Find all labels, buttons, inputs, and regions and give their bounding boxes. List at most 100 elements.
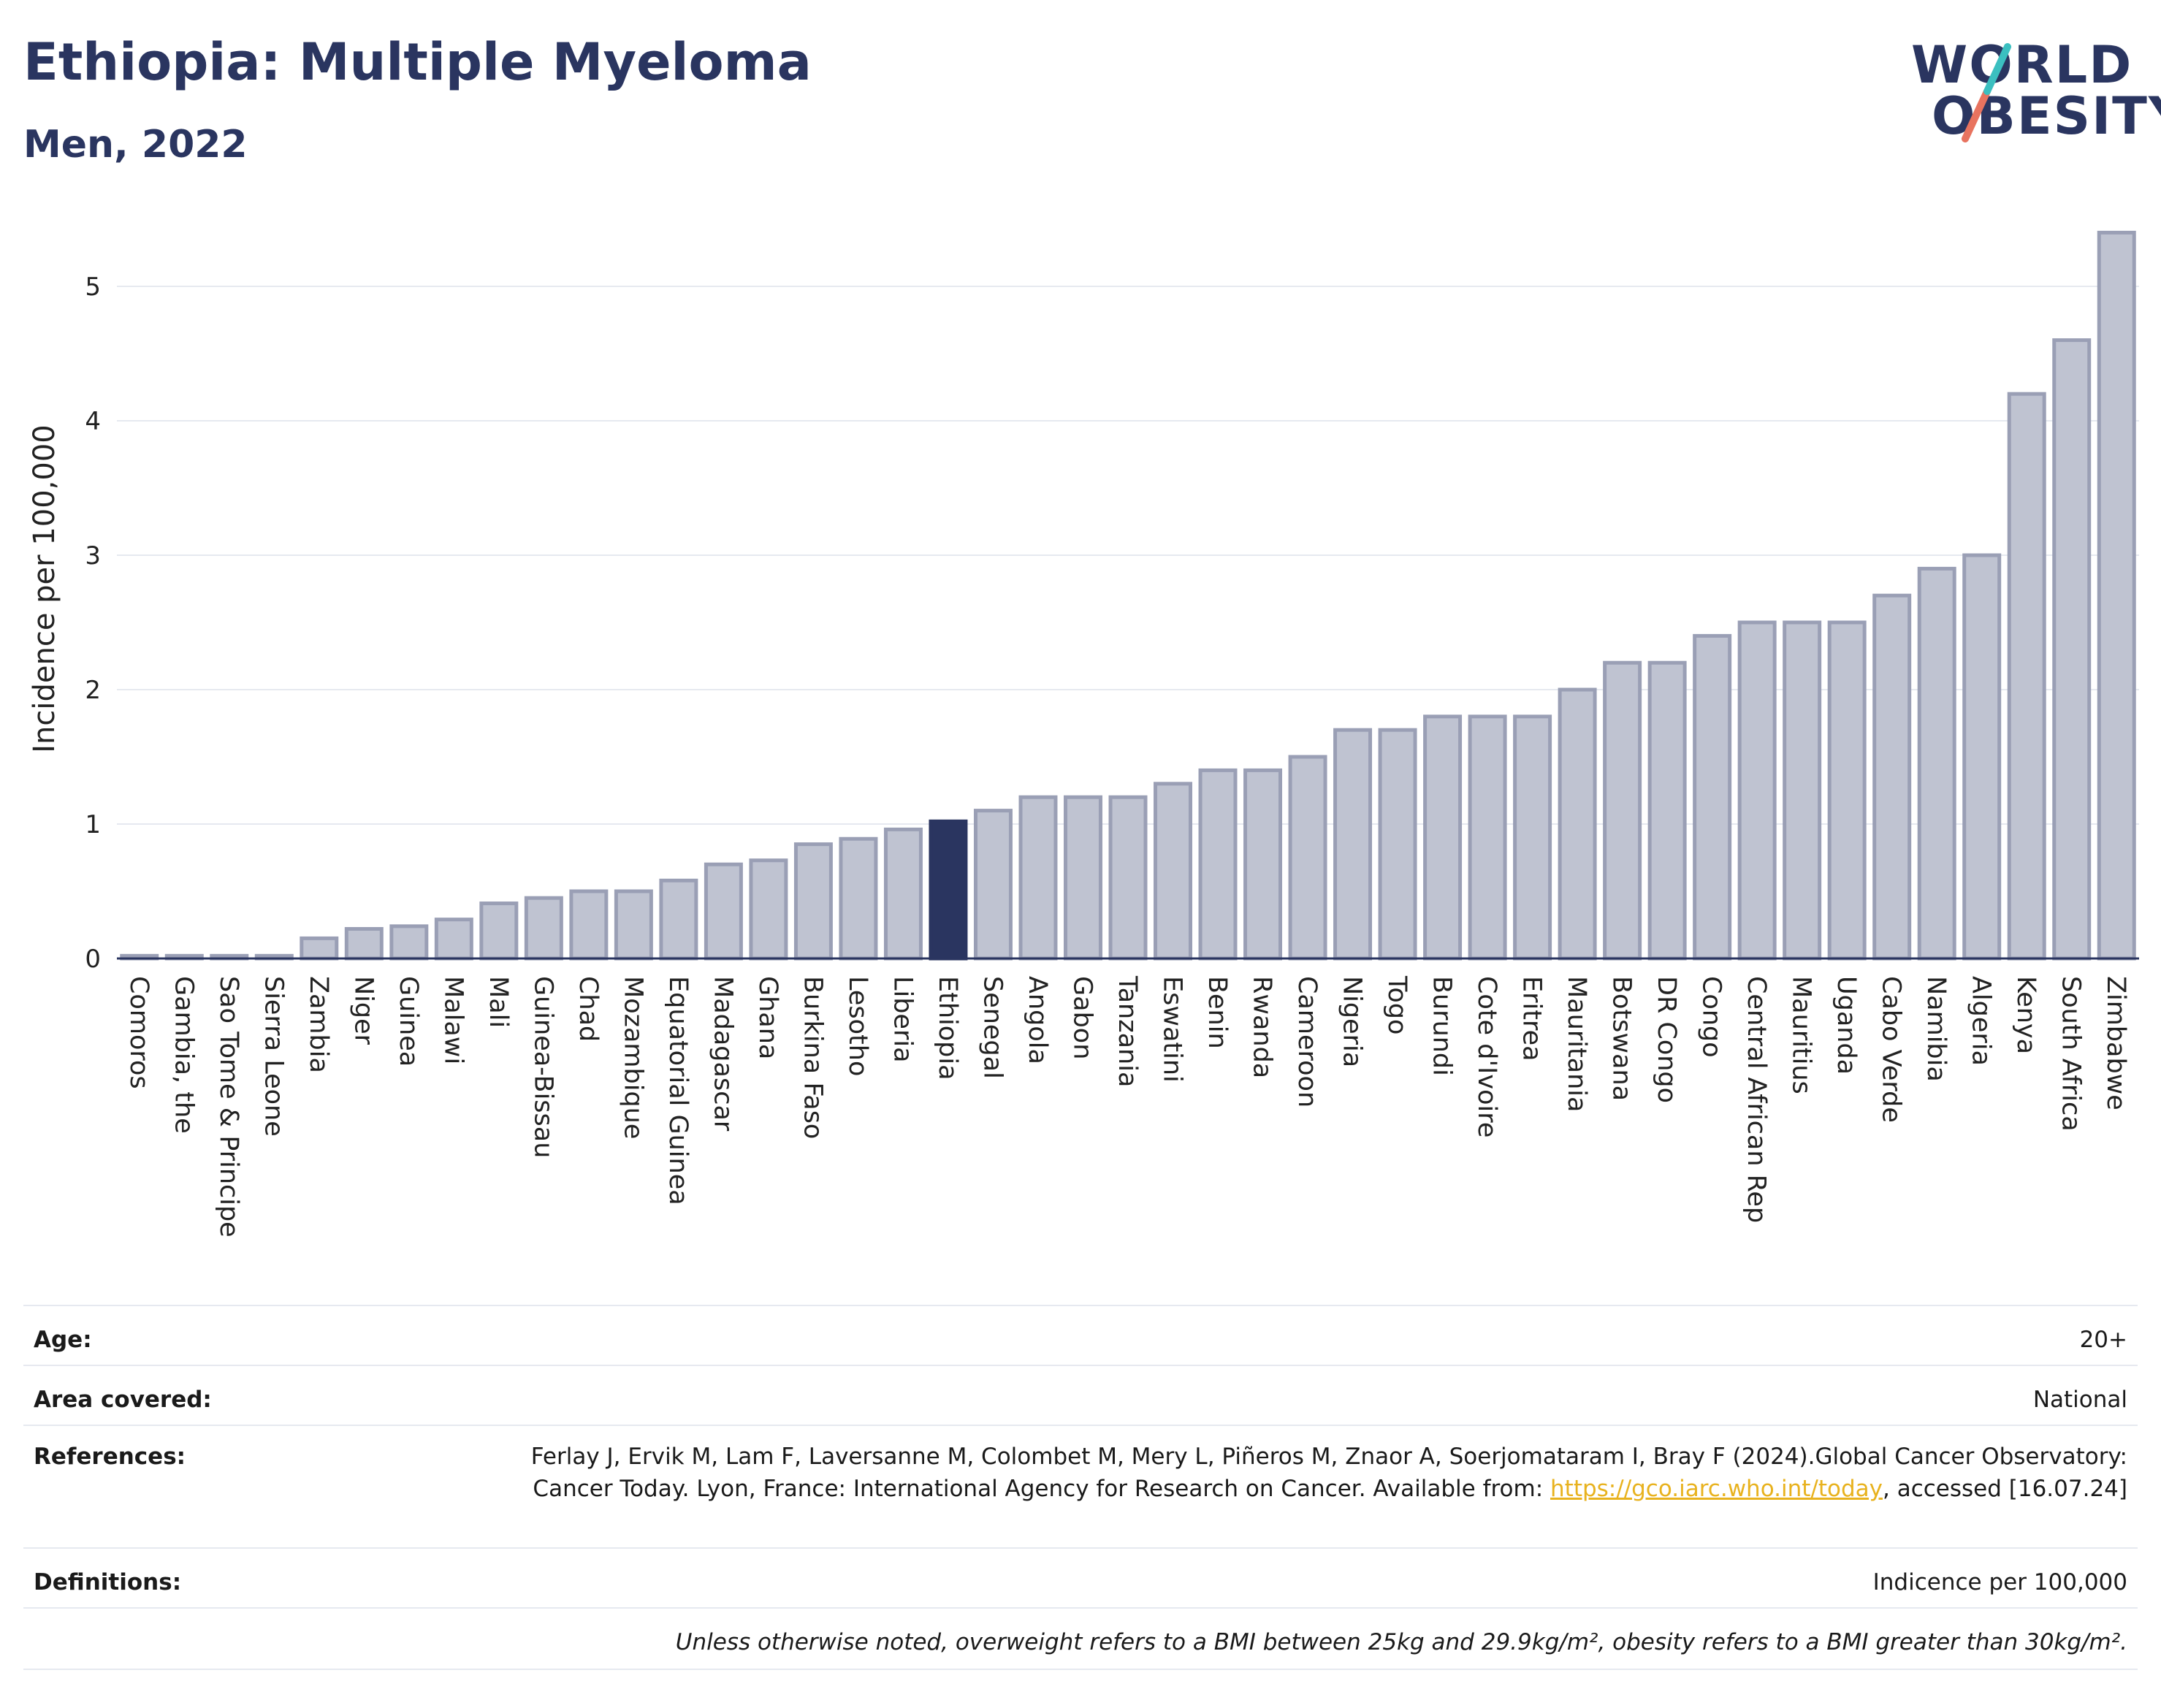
bar [1917,566,1956,961]
bar [1154,782,1193,961]
bar [659,878,698,961]
x-tick-label: Kenya [2011,976,2040,1054]
x-tick-label: Senegal [977,976,1007,1079]
page-subtitle: Men, 2022 [23,123,248,167]
x-tick-label: Niger [348,976,378,1045]
bar [1603,660,1642,961]
age-label: Age: [34,1327,92,1353]
bar [1693,633,1732,961]
bar [569,889,609,961]
bar [1827,620,1867,961]
y-tick-label: 0 [85,945,101,974]
x-tick-label: Lesotho [843,976,872,1076]
bar [1378,728,1417,961]
x-tick-label: Botswana [1607,976,1636,1101]
x-tick-label: Eritrea [1517,976,1547,1061]
bar [2052,338,2092,961]
x-tick-label: Uganda [1832,976,1861,1075]
x-tick-label: Ethiopia [933,976,962,1080]
x-tick-label: Madagascar [708,976,737,1132]
x-tick-label: Angola [1023,976,1052,1064]
bar [793,842,833,961]
meta-row-references: References: Ferlay J, Ervik M, Lam F, La… [23,1425,2138,1549]
bar [929,819,968,961]
x-tick-label: Mauritius [1787,976,1816,1094]
x-tick-label: Equatorial Guinea [663,976,693,1205]
y-axis-title: Incidence per 100,000 [28,424,61,753]
x-tick-label: Mozambique [618,976,647,1139]
references-label: References: [34,1444,186,1470]
bar [1063,795,1102,961]
x-tick-label: Sao Tome & Principe [214,976,243,1238]
bar [1243,768,1283,961]
x-tick-label: Guinea-Bissau [528,976,557,1158]
bar [344,927,384,961]
bar [1288,755,1327,961]
bar [614,889,653,961]
bar [389,924,429,961]
x-tick-label: Burkina Faso [798,976,827,1139]
definitions-value: Indicence per 100,000 [1872,1569,2127,1595]
age-value: 20+ [2079,1327,2127,1353]
x-tick-label: Namibia [1921,976,1951,1082]
bar [973,809,1013,961]
x-tick-label: Central African Rep [1742,976,1771,1223]
x-tick-label: Zambia [304,976,333,1073]
bar [1333,728,1373,961]
x-tick-label: Comoros [124,976,153,1089]
meta-row-age: Age: 20+ [23,1305,2138,1366]
bmi-note: Unless otherwise noted, overweight refer… [675,1629,2127,1655]
x-tick-label: Benin [1203,976,1232,1049]
bar [479,901,519,961]
references-suffix: , accessed [16.07.24] [1882,1476,2127,1502]
bar [2007,392,2046,961]
world-obesity-logo: WORLD OBESITY [1899,29,2161,161]
bar [1423,714,1463,961]
area-label: Area covered: [34,1387,212,1413]
references-text: Ferlay J, Ervik M, Lam F, Laversanne M, … [530,1444,2127,1502]
bar [1108,795,1148,961]
x-tick-label: Mauritania [1562,976,1591,1112]
x-tick-label: Chad [573,976,603,1042]
meta-row-note: Unless otherwise noted, overweight refer… [23,1607,2138,1670]
bar [300,936,339,961]
x-tick-label: Sierra Leone [259,976,288,1137]
x-tick-label: Rwanda [1248,976,1277,1078]
definitions-label: Definitions: [34,1569,182,1595]
x-tick-label: Congo [1697,976,1726,1058]
x-tick-label: Algeria [1967,976,1996,1066]
bar [1783,620,1822,961]
bar [1647,660,1687,961]
x-tick-label: Mali [484,976,513,1028]
x-tick-label: Gabon [1067,976,1097,1059]
references-value: Ferlay J, Ervik M, Lam F, Laversanne M, … [520,1441,2127,1505]
bar-chart: 0 1 2 3 4 5 Incidence per 100,000 Comoros Gambia… [28,230,2139,1238]
page-title: Ethiopia: Multiple Myeloma [23,32,812,92]
logo-slash-icon [1962,43,2011,142]
y-tick-label: 2 [85,676,101,705]
x-tick-label: Cote d'Ivoire [1472,976,1501,1137]
y-tick-label: 5 [85,272,101,302]
bar [1558,687,1597,961]
x-tick-label: Ghana [753,976,782,1059]
meta-row-definitions: Definitions: Indicence per 100,000 [23,1547,2138,1609]
y-tick-label: 4 [85,407,101,436]
x-tick-label: Cabo Verde [1877,976,1906,1123]
bar [434,918,473,961]
x-tick-label: Burundi [1428,976,1457,1076]
bar [839,836,878,961]
references-link[interactable]: https://gco.iarc.who.int/today [1550,1476,1883,1502]
bar [704,862,743,961]
x-tick-label: DR Congo [1652,976,1681,1103]
bar [524,896,563,961]
bar [1468,714,1507,961]
x-tick-label: Eswatini [1158,976,1187,1083]
x-tick-label: Guinea [394,976,423,1067]
x-tick-label: Gambia, the [169,976,198,1134]
y-tick-label: 3 [85,541,101,571]
bar [1962,553,2002,961]
x-tick-label: Cameroon [1292,976,1322,1107]
logo-text-world: WORLD [1911,35,2133,95]
bar [1737,620,1777,961]
bar [1018,795,1058,961]
